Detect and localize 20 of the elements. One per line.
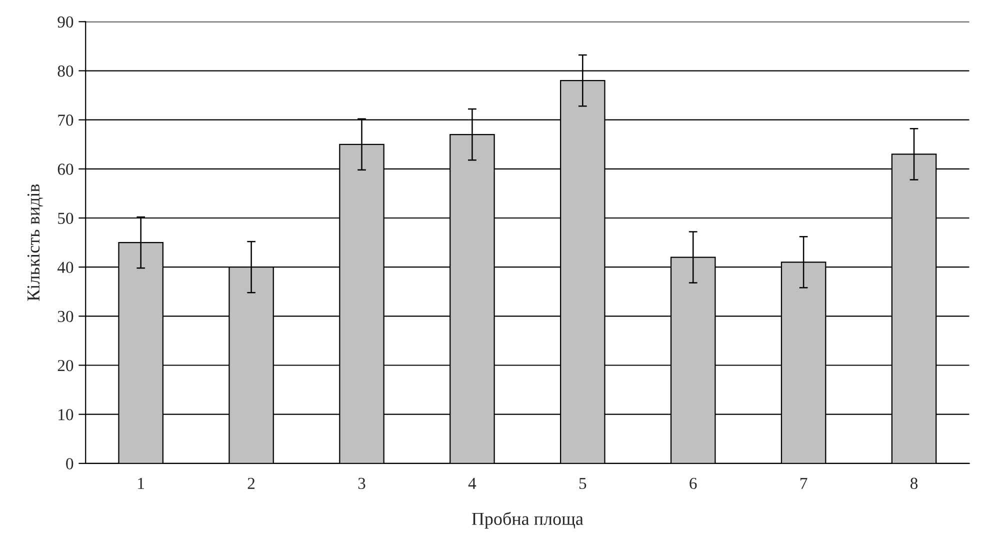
y-tick-label: 80 — [58, 65, 74, 77]
x-tick-label: 6 — [690, 478, 697, 490]
x-tick-label: 3 — [358, 478, 366, 490]
y-tick-label: 50 — [58, 212, 74, 224]
y-tick-label: 60 — [58, 164, 74, 175]
y-tick-label: 20 — [58, 360, 74, 372]
x-tick-label: 8 — [910, 478, 918, 490]
x-axis-title: Пробна площа — [472, 512, 584, 529]
y-tick-label: 90 — [58, 16, 74, 28]
y-tick-label: 10 — [58, 409, 74, 420]
x-tick-label: 2 — [248, 478, 255, 489]
y-tick-label: 0 — [66, 458, 74, 470]
y-axis-title: Кількість видів — [27, 184, 43, 301]
x-tick-label: 4 — [468, 478, 476, 489]
y-tick-label: 30 — [58, 310, 74, 322]
y-tick-label: 70 — [58, 114, 74, 126]
x-tick-label: 7 — [800, 478, 808, 489]
x-tick-label: 5 — [579, 478, 586, 490]
x-tick-label: 1 — [138, 478, 144, 489]
y-tick-label: 40 — [57, 262, 74, 274]
